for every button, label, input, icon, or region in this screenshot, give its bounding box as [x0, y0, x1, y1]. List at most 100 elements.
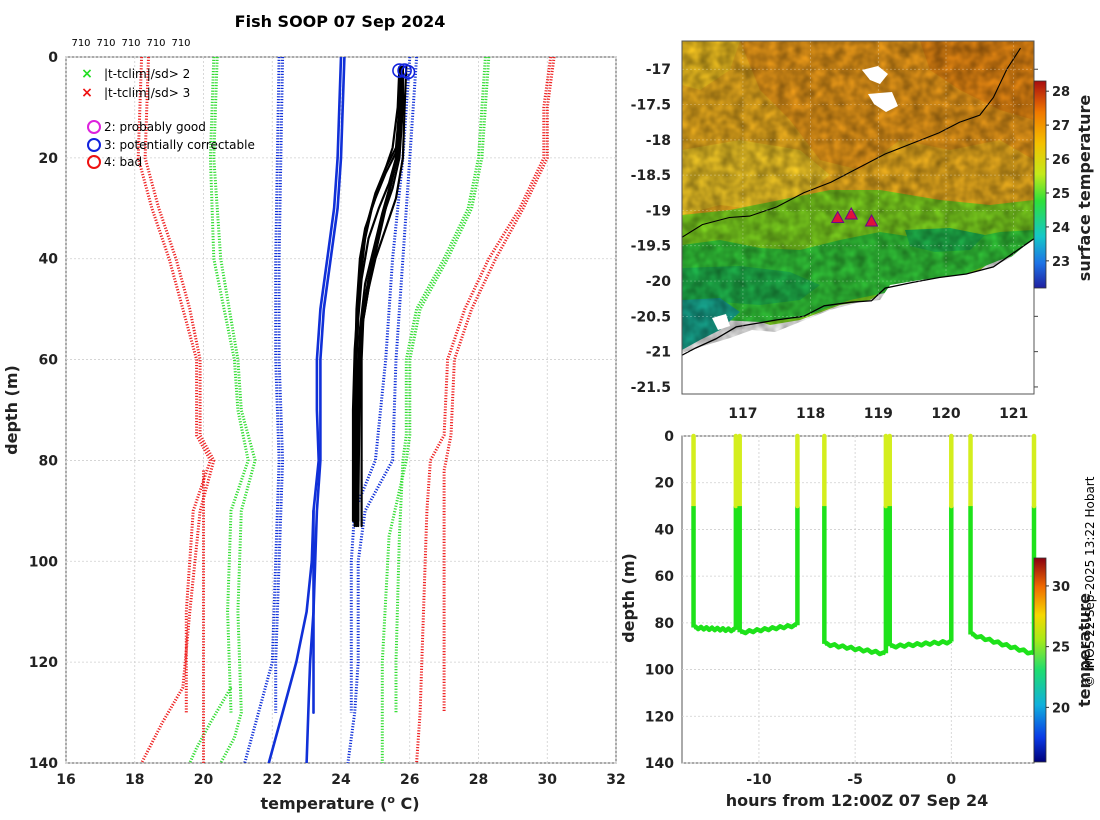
climatology-line — [136, 57, 212, 713]
sst-colorbar-tick-label: 28 — [1052, 85, 1070, 100]
map-lat-tick-label: -20 — [646, 274, 672, 290]
map-lat-tick-label: -17.5 — [631, 98, 671, 114]
time-y-tick-label: 100 — [645, 663, 674, 679]
legend-green-x-icon: × — [81, 66, 93, 82]
shelf-contour — [682, 47, 1021, 238]
profile-y-tick-label: 40 — [39, 252, 59, 268]
time-x-axis-label: hours from 12:00Z 07 Sep 24 — [726, 791, 988, 810]
climatology-line — [140, 57, 216, 763]
cruise-id-label: 710 — [96, 38, 115, 49]
temperature-colorbar-tick-label: 25 — [1052, 641, 1070, 656]
temperature-profile-line — [353, 66, 403, 522]
legend-flag-4: 4: bad — [104, 155, 142, 169]
profile-y-tick-label: 80 — [39, 453, 59, 469]
map-lat-tick-label: -18 — [646, 133, 671, 149]
cast-traces — [691, 433, 1037, 657]
profile-x-tick-label: 30 — [538, 772, 558, 788]
temperature-colorbar-label: temperature — [1075, 593, 1094, 707]
profile-y-tick-label: 60 — [39, 353, 59, 369]
map-lat-tick-label: -21 — [646, 345, 671, 361]
legend-flag-2: 2: probably good — [104, 120, 206, 134]
map-lat-tick-label: -19.5 — [631, 239, 671, 255]
temperature-colorbar-tick-label: 20 — [1052, 701, 1070, 716]
temperature-colorbar-ticks: 20 25 30 — [1046, 580, 1070, 716]
profile-x-tick-label: 22 — [263, 772, 282, 788]
cast-bottom-track — [738, 622, 799, 636]
legend-red-circle-icon — [87, 155, 101, 169]
map-lat-tick-label: -18.5 — [631, 168, 671, 184]
ship-track-markers — [830, 206, 879, 227]
map-lon-tick-label: 118 — [796, 406, 825, 422]
climatology-line — [274, 57, 285, 713]
sst-colorbar — [1033, 80, 1047, 289]
time-x-tick-label: -5 — [847, 772, 863, 788]
profile-y-tick-label: 140 — [29, 756, 58, 772]
map-grid — [682, 41, 1034, 394]
map-lon-tick-label: 119 — [864, 406, 893, 422]
legend-entry-3sd: |t-tclim|/sd> 3 — [104, 86, 190, 100]
time-y-tick-label: 80 — [655, 616, 675, 632]
profile-tick-labels: 16 18 20 22 24 26 28 30 32 0 20 40 60 80 100 120 140 — [29, 50, 626, 788]
profile-y-axis-label: depth (m) — [2, 365, 21, 455]
sst-colorbar-tick-label: 25 — [1052, 187, 1070, 202]
map-tick-labels: 117 118 119 120 121 -17 -17.5 -18 -18.5 -19 -19.5 -… — [631, 62, 1038, 422]
climatology-line — [305, 57, 346, 763]
legend: × |t-tclim|/sd> 2 × |t-tclim|/sd> 3 2: p… — [81, 66, 255, 169]
credit-text: © IMOS 22-Sep-2025 13:22 Hobart — [1083, 476, 1097, 687]
time-x-tick-label: -10 — [746, 772, 772, 788]
plot-title: Fish SOOP 07 Sep 2024 — [235, 12, 446, 31]
climatology-line — [212, 57, 257, 763]
cruise-id-label: 710 — [71, 38, 90, 49]
temperature-profile-line — [357, 66, 404, 522]
sst-map-field — [682, 41, 1034, 394]
time-y-tick-label: 60 — [655, 569, 675, 585]
sst-colorbar-tick-label: 27 — [1052, 119, 1070, 134]
cruise-id-labels: 710 710 710 710 710 — [71, 38, 190, 49]
climatology-line — [349, 57, 412, 713]
time-y-tick-label: 120 — [645, 709, 674, 725]
legend-blue-circle-icon — [87, 138, 101, 152]
time-y-tick-label: 0 — [664, 429, 674, 445]
map-lat-tick-label: -17 — [646, 62, 671, 78]
cruise-id-label: 710 — [121, 38, 140, 49]
time-x-tick-label: 0 — [946, 772, 956, 788]
legend-flag-3: 3: potentially correctable — [104, 138, 255, 152]
profile-plot: Fish SOOP 07 Sep 2024 16 18 20 22 24 26 28 30 32… — [2, 12, 626, 813]
profile-x-tick-label: 20 — [194, 772, 214, 788]
flag-marker — [392, 63, 407, 78]
cast-bottom-track — [888, 638, 954, 650]
flag-marker — [400, 64, 416, 80]
profile-x-tick-label: 26 — [400, 772, 419, 788]
climatology-line — [346, 57, 419, 763]
coastline — [682, 238, 1034, 356]
profile-y-tick-label: 120 — [29, 655, 58, 671]
profile-x-tick-label: 32 — [606, 772, 625, 788]
cast-bottom-track — [823, 640, 887, 657]
depth-time-plot: -10 -5 0 0 20 40 60 80 100 120 140 20 25 30 temperat… — [619, 429, 1094, 810]
temperature-profile-line — [357, 66, 404, 522]
climatology-line — [208, 57, 250, 713]
sst-colorbar-tick-label: 23 — [1052, 255, 1070, 270]
climatology-line — [380, 57, 491, 763]
profile-x-tick-label: 18 — [125, 772, 144, 788]
profile-x-axis-label: temperature (o C) — [260, 793, 419, 813]
temperature-colorbar-tick-label: 30 — [1052, 580, 1070, 595]
map-contours — [682, 47, 1034, 356]
map-lat-tick-label: -21.5 — [631, 380, 671, 396]
legend-entry-2sd: |t-tclim|/sd> 2 — [104, 67, 190, 81]
map-lon-tick-label: 120 — [931, 406, 960, 422]
climatology-line — [267, 57, 343, 763]
profile-x-tick-label: 16 — [56, 772, 75, 788]
climatology-line — [394, 57, 487, 713]
track-triangle-icon — [830, 210, 845, 223]
time-y-tick-label: 40 — [655, 522, 675, 538]
climatology-line — [415, 57, 553, 763]
temperature-profile-line — [360, 66, 408, 528]
temperature-colorbar — [1033, 557, 1047, 763]
climatology-line — [188, 686, 233, 763]
profile-y-tick-label: 20 — [39, 151, 59, 167]
map-lat-tick-label: -19 — [646, 203, 671, 219]
flagged-points — [392, 63, 416, 80]
map-lon-tick-label: 121 — [999, 406, 1028, 422]
